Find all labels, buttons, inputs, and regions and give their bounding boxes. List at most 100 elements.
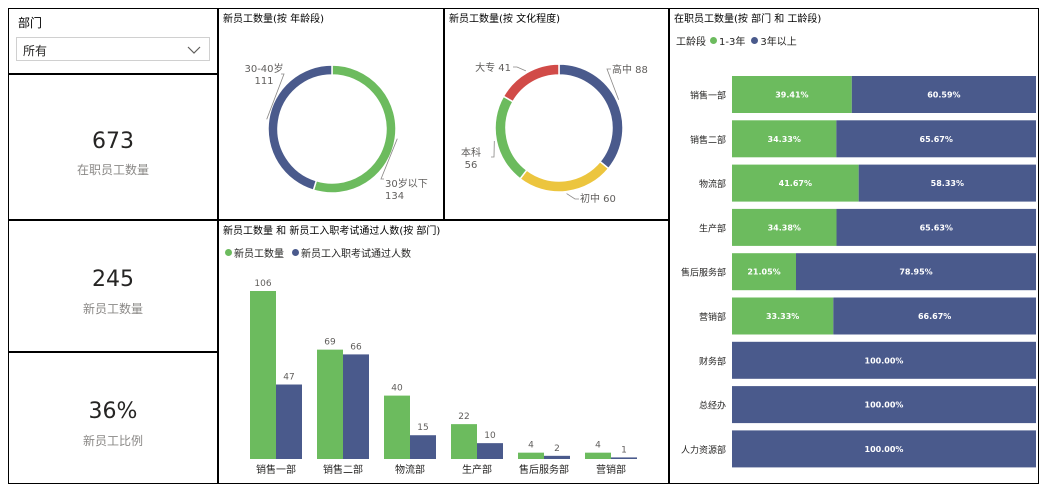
stacked-bar-segment[interactable] bbox=[732, 341, 1036, 379]
age-donut-panel: 新员工数量(按 年龄段) 30岁以下 134 30-40岁 111 bbox=[218, 8, 444, 220]
data-label: 106 bbox=[254, 279, 271, 289]
donut-slice[interactable] bbox=[558, 63, 624, 170]
donut-slice[interactable] bbox=[519, 160, 610, 193]
stacked-bar-segment[interactable] bbox=[858, 164, 1036, 202]
legend-new-label: 新员工数量 bbox=[234, 249, 284, 260]
data-label: 1 bbox=[621, 445, 627, 455]
category-label: 营销部 bbox=[699, 311, 726, 323]
data-label: 15 bbox=[417, 423, 428, 433]
column-bar[interactable] bbox=[585, 452, 611, 459]
data-label: 4 bbox=[595, 441, 601, 451]
tenure-stacked-bar-chart: 销售一部 39.41% 60.59% 销售二部 34.33% 65.67% 物流部 41.67… bbox=[681, 76, 1037, 468]
stacked-bar-segment[interactable] bbox=[795, 253, 1036, 291]
slice-value: 111 bbox=[254, 76, 273, 87]
kpi-card-employees: 673 在职员工数量 bbox=[8, 74, 218, 220]
stacked-bar-segment[interactable] bbox=[732, 76, 852, 113]
department-slicer: 部门 所有 bbox=[8, 8, 218, 74]
category-label: 物流部 bbox=[395, 463, 425, 476]
data-label: 33.33% bbox=[766, 312, 799, 321]
category-label: 人力资源部 bbox=[681, 444, 726, 456]
category-label: 销售二部 bbox=[690, 134, 726, 146]
education-donut-panel: 新员工数量(按 文化程度) 高中 88 初中 60 本科 56 大专 41 bbox=[444, 8, 669, 220]
slice-label: 高中 88 bbox=[612, 63, 648, 76]
chart-legend: 工龄段 1-3年 3年以上 bbox=[676, 33, 797, 48]
department-column-panel: 新员工数量 和 新员工入职考试通过人数(按 部门) 新员工数量 新员工入职考试通… bbox=[218, 220, 669, 484]
data-label: 40 bbox=[391, 384, 403, 394]
slice-value: 134 bbox=[385, 191, 404, 202]
column-bar[interactable] bbox=[518, 452, 544, 459]
leader-line bbox=[566, 193, 579, 200]
data-label: 100.00% bbox=[865, 401, 904, 410]
column-bar[interactable] bbox=[343, 354, 369, 459]
chart-title: 在职员工数量(按 部门 和 工龄段) bbox=[674, 14, 822, 25]
stacked-bar-segment[interactable] bbox=[732, 164, 859, 202]
column-bar[interactable] bbox=[250, 291, 276, 459]
stacked-bar-segment[interactable] bbox=[833, 297, 1036, 335]
data-label: 66 bbox=[350, 342, 362, 352]
category-label: 销售二部 bbox=[323, 463, 363, 476]
donut-slice[interactable] bbox=[494, 95, 528, 180]
leader-line bbox=[266, 73, 285, 120]
slice-label: 30岁以下 bbox=[385, 177, 428, 190]
data-label: 47 bbox=[283, 373, 294, 383]
category-label: 销售一部 bbox=[256, 463, 296, 476]
leader-line bbox=[491, 141, 495, 158]
column-bar[interactable] bbox=[477, 443, 503, 459]
legend-s1-label: 1-3年 bbox=[719, 37, 746, 48]
category-label: 财务部 bbox=[699, 355, 726, 367]
stacked-bar-segment[interactable] bbox=[732, 430, 1036, 468]
stacked-bar-segment[interactable] bbox=[732, 297, 834, 335]
column-bar[interactable] bbox=[410, 435, 436, 459]
category-label: 生产部 bbox=[699, 222, 726, 234]
category-label: 物流部 bbox=[699, 178, 726, 190]
stacked-bar-segment[interactable] bbox=[836, 120, 1036, 158]
donut-slice[interactable] bbox=[267, 64, 333, 192]
stacked-bar-segment[interactable] bbox=[732, 253, 796, 291]
chevron-down-icon bbox=[187, 46, 201, 54]
data-label: 2 bbox=[554, 444, 560, 454]
category-label: 生产部 bbox=[462, 463, 492, 476]
column-bar[interactable] bbox=[451, 424, 477, 459]
data-label: 22 bbox=[458, 412, 469, 422]
slice-label: 本科 bbox=[461, 146, 481, 159]
slice-value: 56 bbox=[465, 160, 478, 171]
leader-line bbox=[606, 68, 620, 100]
stacked-bar-segment[interactable] bbox=[732, 386, 1036, 424]
data-label: 34.38% bbox=[768, 223, 801, 232]
data-label: 100.00% bbox=[865, 356, 904, 365]
category-label: 营销部 bbox=[596, 463, 626, 476]
column-bar[interactable] bbox=[544, 455, 570, 459]
slicer-title: 部门 bbox=[18, 16, 43, 30]
category-label: 售后服务部 bbox=[681, 267, 726, 279]
column-bar[interactable] bbox=[611, 457, 637, 459]
department-column-chart: 106 47 销售一部 69 66 销售二部 40 15 物流部 22 10 生产部 4 2 售后服务部 4 1… bbox=[250, 279, 637, 476]
tenure-bar-panel: 在职员工数量(按 部门 和 工龄段) 工龄段 1-3年 3年以上 销售一部 39.… bbox=[669, 8, 1039, 484]
chart-legend: 新员工数量 新员工入职考试通过人数 bbox=[225, 245, 411, 260]
data-label: 4 bbox=[528, 441, 534, 451]
legend-title: 工龄段 bbox=[676, 37, 706, 48]
kpi-label: 新员工比例 bbox=[82, 434, 143, 448]
department-dropdown[interactable]: 所有 bbox=[16, 37, 210, 61]
donut-slice[interactable] bbox=[312, 64, 397, 194]
kpi-label: 新员工数量 bbox=[82, 302, 143, 316]
kpi-label: 在职员工数量 bbox=[76, 163, 149, 177]
data-label: 58.33% bbox=[931, 179, 964, 188]
stacked-bar-segment[interactable] bbox=[732, 208, 837, 246]
stacked-bar-segment[interactable] bbox=[836, 208, 1037, 246]
category-label: 总经办 bbox=[699, 400, 726, 412]
kpi-card-new-ratio: 36% 新员工比例 bbox=[8, 352, 218, 484]
legend-dot-green bbox=[225, 249, 232, 256]
stacked-bar-segment[interactable] bbox=[851, 76, 1036, 113]
data-label: 21.05% bbox=[747, 268, 780, 277]
legend-passed-label: 新员工入职考试通过人数 bbox=[301, 249, 411, 260]
stacked-bar-segment[interactable] bbox=[732, 120, 837, 158]
column-bar[interactable] bbox=[384, 395, 410, 459]
kpi-value: 245 bbox=[92, 267, 134, 292]
column-bar[interactable] bbox=[317, 349, 343, 459]
column-bar[interactable] bbox=[276, 384, 302, 459]
donut-slice[interactable] bbox=[502, 63, 560, 103]
kpi-value: 673 bbox=[92, 129, 134, 154]
data-label: 66.67% bbox=[918, 312, 951, 321]
